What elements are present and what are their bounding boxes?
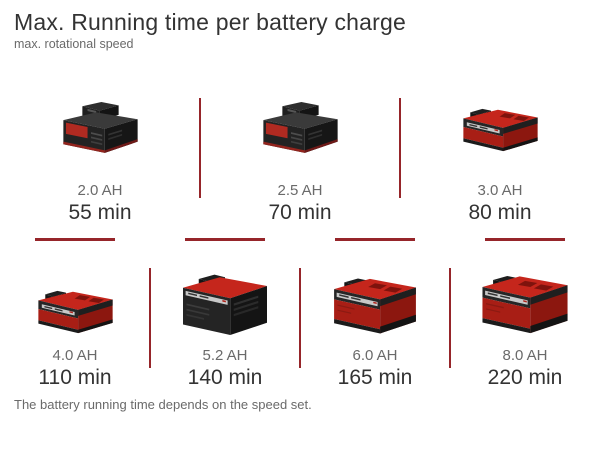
row-separator — [0, 225, 600, 253]
battery-row-bottom: 4.0 AH 110 min 5.2 — [0, 253, 600, 403]
page-subtitle: max. rotational speed — [14, 37, 134, 52]
separator-line — [185, 237, 265, 241]
header: Max. Running time per battery charge max… — [14, 9, 586, 51]
battery-cell-8-0-ah: 8.0 AH 220 min — [450, 253, 600, 403]
footnote: The battery running time depends on the … — [14, 397, 312, 412]
capacity-label: 2.0 AH — [77, 182, 123, 200]
battery-cell-6-0-ah: 6.0 AH 165 min — [300, 253, 450, 403]
runtime-value: 220 min — [487, 365, 563, 389]
runtime-value: 80 min — [468, 200, 532, 224]
vertical-divider — [149, 268, 151, 368]
capacity-label: 5.2 AH — [202, 347, 248, 365]
capacity-label: 2.5 AH — [277, 182, 323, 200]
battery-8-0-ah-image — [482, 276, 568, 334]
vertical-divider — [299, 268, 301, 368]
vertical-divider — [449, 268, 451, 368]
battery-3-0-ah-image — [462, 108, 538, 152]
vertical-divider — [199, 98, 201, 198]
capacity-label: 6.0 AH — [352, 347, 398, 365]
runtime-value: 165 min — [337, 365, 413, 389]
separator-line — [35, 237, 115, 241]
separator-line — [335, 237, 415, 241]
capacity-label: 8.0 AH — [502, 347, 548, 365]
battery-2-5-ah-image — [262, 102, 338, 154]
runtime-value: 70 min — [268, 200, 332, 224]
battery-4-0-ah-image — [37, 290, 113, 334]
battery-cell-2-0-ah: 2.0 AH 55 min — [0, 57, 200, 225]
separator-line — [485, 237, 565, 241]
battery-row-top: 2.0 AH 55 min 2.5 AH 7 — [0, 57, 600, 225]
battery-cell-4-0-ah: 4.0 AH 110 min — [0, 253, 150, 403]
battery-5-2-ah-image — [183, 274, 267, 336]
battery-cell-5-2-ah: 5.2 AH 140 min — [150, 253, 300, 403]
battery-cell-2-5-ah: 2.5 AH 70 min — [200, 57, 400, 225]
runtime-value: 55 min — [68, 200, 132, 224]
runtime-value: 110 min — [38, 365, 112, 389]
capacity-label: 4.0 AH — [52, 347, 98, 365]
battery-cell-3-0-ah: 3.0 AH 80 min — [400, 57, 600, 225]
runtime-value: 140 min — [187, 365, 263, 389]
vertical-divider — [399, 98, 401, 198]
battery-2-0-ah-image — [62, 102, 138, 154]
capacity-label: 3.0 AH — [477, 182, 523, 200]
battery-6-0-ah-image — [334, 278, 416, 334]
page-title: Max. Running time per battery charge — [14, 9, 407, 35]
